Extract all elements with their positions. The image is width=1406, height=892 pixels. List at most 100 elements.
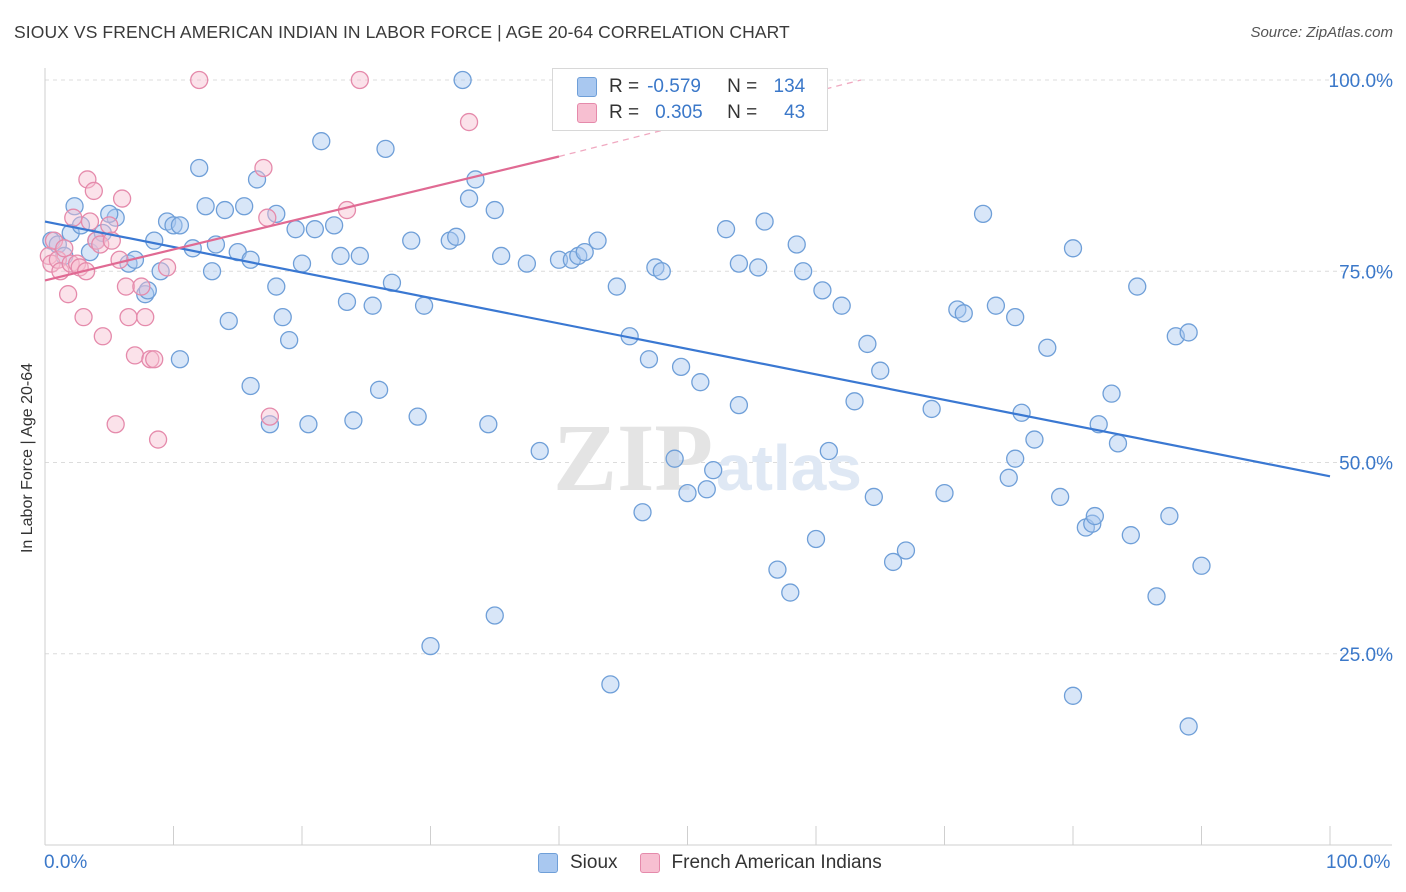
sioux-point <box>363 296 382 315</box>
sioux-point <box>729 395 749 415</box>
r-label: R = <box>609 102 640 123</box>
legend-item-sioux[interactable]: Sioux <box>538 852 618 874</box>
stats-row-french-american-indians: R = 0.305 N = 43 <box>577 101 805 125</box>
sioux-point <box>986 296 1006 315</box>
sioux-point <box>530 441 549 461</box>
series-legend: Sioux French American Indians <box>538 852 904 874</box>
sioux-point <box>196 197 215 216</box>
sioux-point <box>1063 686 1083 705</box>
sioux-point <box>1121 526 1140 545</box>
sioux-point <box>858 334 877 354</box>
sioux-point <box>312 132 331 151</box>
n-value: 134 <box>773 76 806 97</box>
sioux-point <box>575 242 594 262</box>
sioux-trend-line <box>44 220 1331 478</box>
sioux-point <box>716 220 736 239</box>
sioux-point <box>652 262 671 281</box>
sioux-point <box>704 460 723 480</box>
sioux-point <box>145 231 164 250</box>
sioux-point <box>806 529 826 549</box>
sioux-point <box>1051 487 1070 507</box>
sioux-point <box>402 231 421 250</box>
sioux-point <box>1085 506 1104 526</box>
sioux-point <box>1147 587 1166 606</box>
sioux-point <box>999 468 1018 487</box>
sioux-point <box>305 220 325 239</box>
sioux-point <box>749 258 768 277</box>
sioux-point <box>549 250 569 269</box>
sioux-point <box>768 560 787 579</box>
french-american-indians-point <box>116 277 136 296</box>
sioux-swatch <box>538 853 558 873</box>
sioux-point <box>479 415 498 434</box>
french-american-indians-point <box>55 239 74 258</box>
sioux-point <box>1012 403 1031 422</box>
sioux-point <box>1006 449 1025 468</box>
french-american-indians-point <box>148 430 168 449</box>
n-label: N = <box>727 76 758 97</box>
x-tick-label-min: 0.0% <box>44 852 88 873</box>
y-tick-label: 25.0% <box>1339 645 1393 666</box>
french-american-indians-point <box>91 235 110 254</box>
sioux-point <box>466 170 485 189</box>
sioux-point <box>813 281 832 300</box>
r-value: 0.305 <box>655 102 703 123</box>
r-value: -0.579 <box>647 76 701 97</box>
french-american-indians-point <box>110 250 129 269</box>
sioux-point <box>832 296 851 315</box>
sioux-point <box>729 254 749 273</box>
sioux-point <box>1063 239 1083 258</box>
x-tick-label-max: 100.0% <box>1326 852 1391 873</box>
watermark-zip: ZIP <box>553 404 713 511</box>
sioux-point <box>845 392 864 411</box>
n-value: 43 <box>784 102 806 123</box>
n-label: N = <box>727 102 758 123</box>
french-american-indians-point <box>190 70 209 90</box>
sioux-point <box>267 277 286 296</box>
french-american-indians-point <box>93 327 112 346</box>
french-american-indians-swatch <box>639 853 660 873</box>
sioux-point <box>819 441 838 461</box>
french-american-indians-point <box>106 415 125 434</box>
sioux-point <box>215 200 235 220</box>
sioux-point <box>639 350 659 369</box>
sioux-point <box>170 216 190 235</box>
sioux-point <box>492 246 511 266</box>
sioux-point <box>671 357 691 377</box>
sioux-point <box>871 361 890 380</box>
sioux-point <box>247 170 267 189</box>
sioux-point <box>787 235 806 254</box>
sioux-point <box>453 70 472 90</box>
french-american-indians-point <box>145 350 164 369</box>
sioux-point <box>286 220 305 239</box>
sioux-point <box>588 231 607 250</box>
sioux-point <box>190 158 209 178</box>
sioux-point <box>1038 338 1057 357</box>
sioux-point <box>665 449 684 468</box>
french-american-indians-point <box>112 189 132 208</box>
sioux-swatch <box>577 77 597 97</box>
sioux-point <box>1179 717 1198 736</box>
sioux-point <box>601 675 620 694</box>
sioux-point <box>279 330 299 350</box>
sioux-point <box>459 189 479 208</box>
sioux-point <box>485 200 504 220</box>
sioux-point <box>337 292 357 312</box>
sioux-point <box>1179 323 1198 342</box>
french-american-indians-point <box>74 307 93 327</box>
watermark-atlas: atlas <box>716 432 862 504</box>
french-american-indians-point <box>125 346 145 365</box>
legend-item-french-american-indians[interactable]: French American Indians <box>639 852 882 874</box>
french-american-indians-point <box>80 212 100 231</box>
french-american-indians-point <box>157 258 177 277</box>
french-american-indians-point <box>84 181 103 201</box>
sioux-point <box>781 583 800 602</box>
french-american-indians-trend-line <box>44 155 560 282</box>
french-american-indians-swatch <box>577 103 597 123</box>
french-american-indians-point <box>258 208 277 227</box>
sioux-point <box>678 483 697 503</box>
french-american-indians-point <box>260 407 280 426</box>
sioux-point <box>235 197 254 216</box>
french-american-indians-point <box>61 254 80 273</box>
